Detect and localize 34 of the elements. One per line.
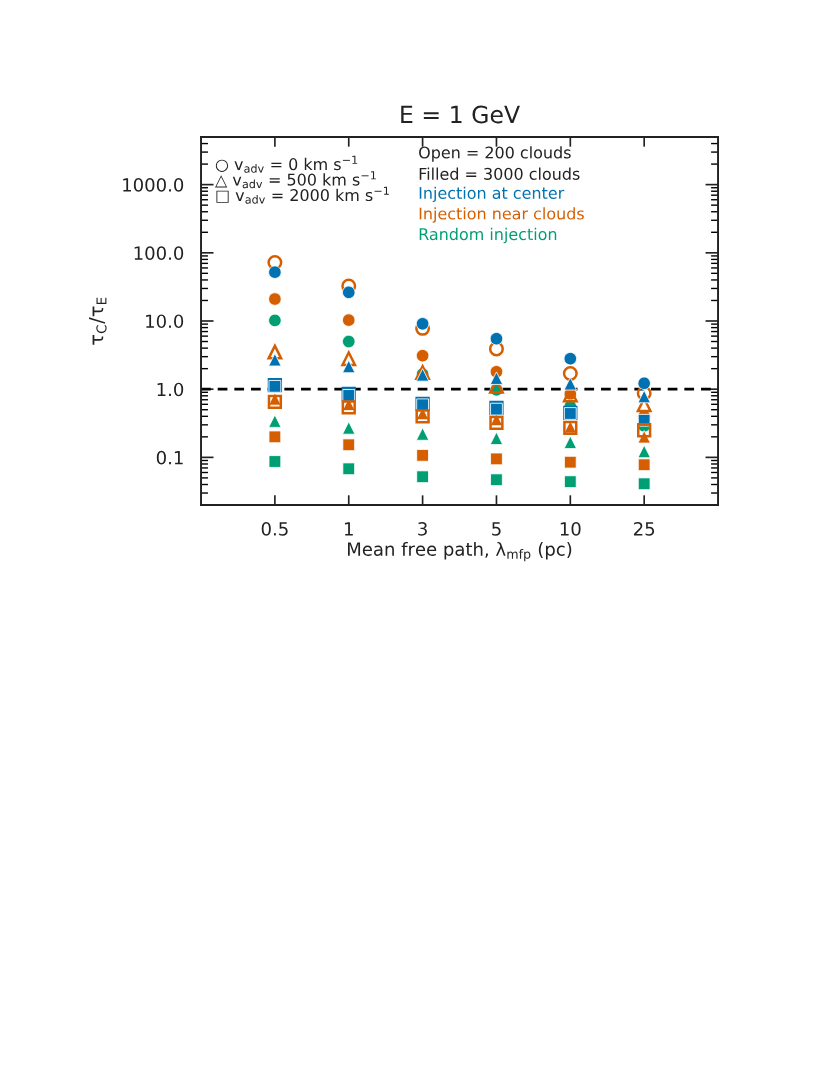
text: Random injection bbox=[419, 227, 557, 244]
point bbox=[637, 458, 651, 472]
point bbox=[341, 400, 356, 415]
point bbox=[562, 365, 578, 381]
point bbox=[342, 438, 356, 452]
y-tick-label: 10.0 bbox=[146, 314, 184, 329]
point bbox=[267, 344, 283, 360]
x-tick-label: 10 bbox=[560, 522, 581, 536]
point bbox=[563, 455, 577, 469]
point bbox=[267, 394, 283, 410]
x-tick-label: 0.5 bbox=[261, 522, 288, 536]
x-tick-label: 25 bbox=[634, 522, 655, 536]
y-axis-title: τ$_{C}$/τ$_{E}$ bbox=[89, 297, 107, 345]
chart-title: E = 1 GeV bbox=[401, 105, 520, 124]
point bbox=[342, 462, 356, 476]
annotation: ○ v$_{adv}$ = 0 km s$^{−1}$ bbox=[215, 155, 358, 173]
x-tick-label: 5 bbox=[492, 522, 501, 536]
y-tick-label: 1000.0 bbox=[123, 178, 184, 192]
point bbox=[488, 341, 504, 357]
annotation: Open = 200 clouds bbox=[419, 146, 571, 162]
x-axis-title: Mean free path, λ$_{mfp}$ (pc) bbox=[348, 541, 572, 562]
y-tick-label: 100.0 bbox=[134, 246, 184, 260]
text: Injection near clouds bbox=[419, 207, 584, 223]
x-tick-label: 1 bbox=[344, 522, 353, 536]
y-tick-label: 1.0 bbox=[157, 382, 184, 397]
point bbox=[268, 430, 282, 444]
text: Injection at center bbox=[419, 186, 565, 203]
y-tick-label: 0.1 bbox=[156, 450, 183, 465]
point bbox=[489, 415, 504, 431]
point bbox=[637, 423, 652, 438]
annotation: Filled = 3000 clouds bbox=[419, 167, 580, 180]
point bbox=[637, 477, 651, 491]
x-tick-label: 3 bbox=[418, 522, 427, 536]
point bbox=[341, 351, 357, 367]
